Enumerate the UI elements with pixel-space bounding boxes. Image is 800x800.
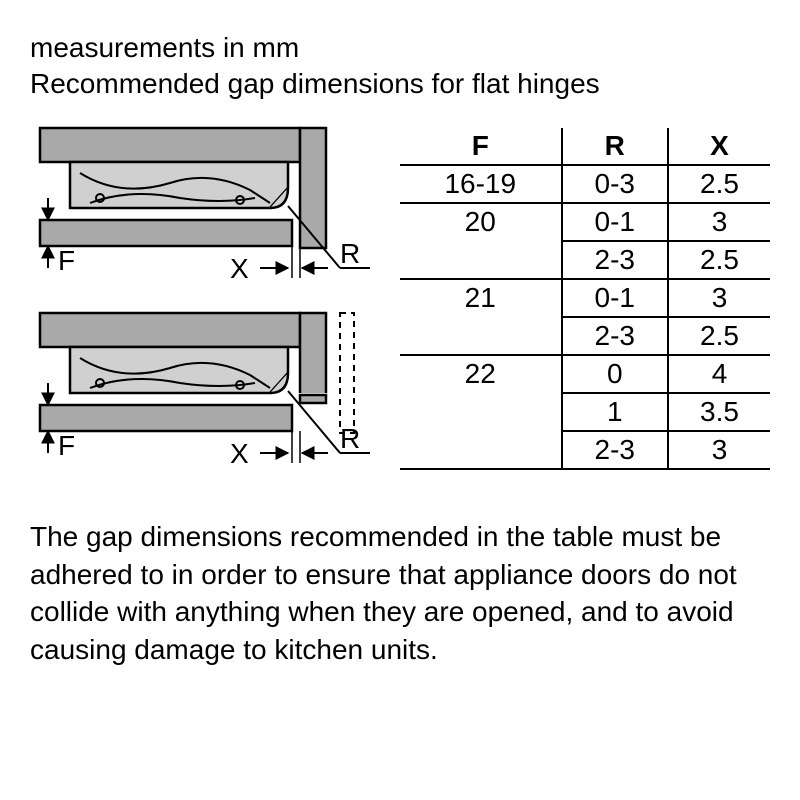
label-F-bot: F — [58, 430, 75, 461]
cell-X: 3 — [668, 203, 770, 241]
cell-F: 16-19 — [400, 165, 562, 203]
cell-F: 21 — [400, 279, 562, 355]
gap-dimensions-table: F R X 16-190-32.5200-132-32.5210-132-32.… — [400, 128, 770, 470]
cell-R: 0 — [562, 355, 669, 393]
cell-R: 0-1 — [562, 279, 669, 317]
table-row: 2204 — [400, 355, 770, 393]
table-row: 210-13 — [400, 279, 770, 317]
cell-R: 2-3 — [562, 317, 669, 355]
cell-X: 3 — [668, 279, 770, 317]
cell-R: 0-3 — [562, 165, 669, 203]
cell-F: 22 — [400, 355, 562, 469]
hinge-diagrams: F X R — [30, 123, 370, 493]
cell-F: 20 — [400, 203, 562, 279]
cell-R: 2-3 — [562, 431, 669, 469]
label-R-bot: R — [340, 423, 360, 454]
header-text: measurements in mm Recommended gap dimen… — [30, 30, 770, 103]
footer-text: The gap dimensions recommended in the ta… — [30, 518, 770, 669]
col-R: R — [562, 128, 669, 165]
col-F: F — [400, 128, 562, 165]
cell-X: 2.5 — [668, 165, 770, 203]
col-X: X — [668, 128, 770, 165]
header-line1: measurements in mm — [30, 32, 299, 63]
cell-R: 0-1 — [562, 203, 669, 241]
label-R-top: R — [340, 238, 360, 269]
label-F-top: F — [58, 245, 75, 276]
table-header-row: F R X — [400, 128, 770, 165]
cell-X: 4 — [668, 355, 770, 393]
cell-X: 2.5 — [668, 241, 770, 279]
table-row: 16-190-32.5 — [400, 165, 770, 203]
label-X-bot: X — [230, 438, 249, 469]
cell-X: 2.5 — [668, 317, 770, 355]
cell-R: 2-3 — [562, 241, 669, 279]
header-line2: Recommended gap dimensions for flat hing… — [30, 68, 600, 99]
cell-X: 3.5 — [668, 393, 770, 431]
cell-X: 3 — [668, 431, 770, 469]
cell-R: 1 — [562, 393, 669, 431]
label-X-top: X — [230, 253, 249, 284]
table-row: 200-13 — [400, 203, 770, 241]
